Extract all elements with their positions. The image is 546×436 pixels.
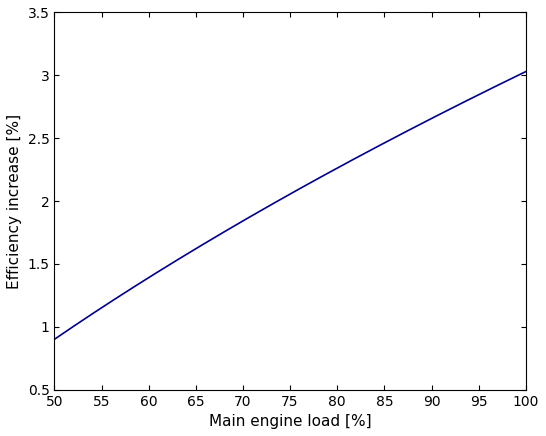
X-axis label: Main engine load [%]: Main engine load [%] [209, 414, 371, 429]
Y-axis label: Efficiency increase [%]: Efficiency increase [%] [7, 113, 22, 289]
